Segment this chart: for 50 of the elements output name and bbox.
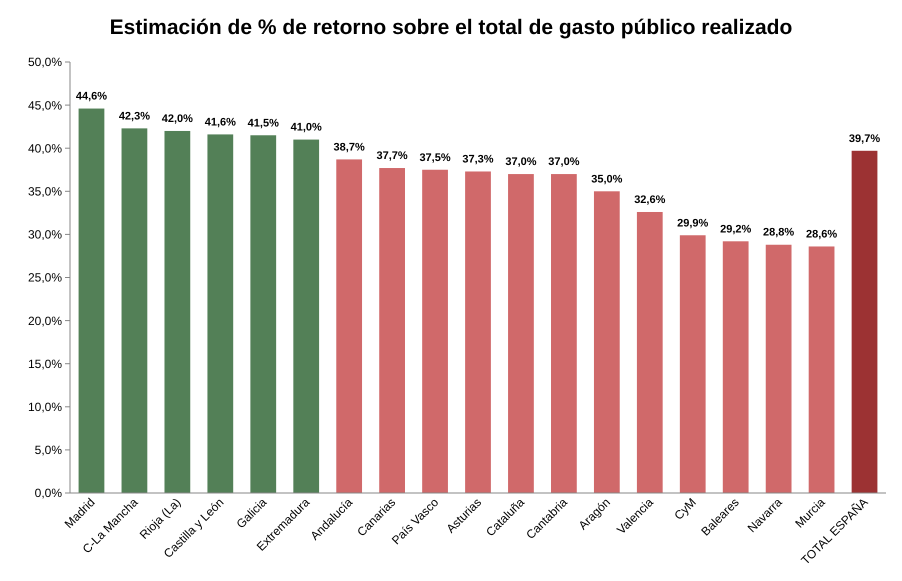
data-label: 37,0% (548, 156, 580, 168)
data-label: 37,7% (376, 150, 408, 162)
data-label: 39,7% (848, 132, 880, 145)
bar (250, 135, 276, 493)
data-label: 28,8% (763, 226, 794, 239)
data-label: 41,6% (204, 116, 236, 128)
bar (636, 212, 663, 493)
data-label: 44,6% (76, 90, 108, 103)
data-label: 41,0% (290, 122, 322, 134)
data-label: 37,5% (419, 152, 451, 164)
data-label: 37,0% (505, 156, 537, 168)
y-tick-label: 35,0% (28, 184, 62, 198)
bar (508, 174, 534, 493)
y-tick-label: 50,0% (28, 55, 62, 70)
bar (78, 108, 104, 493)
bar (551, 174, 577, 493)
chart-title: Estimación de % de retorno sobre el total de gasto público realizado (110, 16, 792, 39)
bar (422, 170, 448, 493)
bar (207, 134, 234, 493)
data-label: 42,3% (118, 110, 150, 122)
y-tick-label: 15,0% (28, 356, 62, 371)
data-label: 42,0% (162, 112, 194, 125)
bar (336, 159, 362, 493)
bar (680, 235, 706, 493)
data-label: 32,6% (634, 194, 666, 206)
bar (293, 140, 320, 493)
bar (722, 241, 749, 493)
data-label: 38,7% (334, 141, 365, 154)
bar (594, 191, 620, 493)
bar (122, 128, 148, 493)
y-tick-label: 5,0% (34, 443, 62, 458)
data-label: 29,9% (677, 217, 709, 230)
data-label: 35,0% (591, 173, 623, 186)
bar (164, 130, 190, 493)
bar (465, 171, 491, 493)
y-tick-label: 20,0% (28, 314, 62, 328)
y-tick-label: 40,0% (28, 141, 62, 156)
data-label: 41,5% (248, 117, 280, 130)
data-label: 29,2% (720, 223, 752, 236)
data-label: 37,3% (462, 153, 494, 166)
bar (808, 246, 834, 493)
bar (379, 168, 405, 493)
y-tick-label: 30,0% (28, 228, 62, 242)
bar (852, 150, 878, 493)
y-tick-label: 45,0% (28, 98, 62, 112)
y-tick-label: 10,0% (28, 400, 62, 414)
data-label: 28,6% (806, 228, 838, 240)
bar (766, 244, 792, 493)
y-tick-label: 0,0% (34, 486, 62, 500)
y-tick-label: 25,0% (28, 270, 62, 285)
